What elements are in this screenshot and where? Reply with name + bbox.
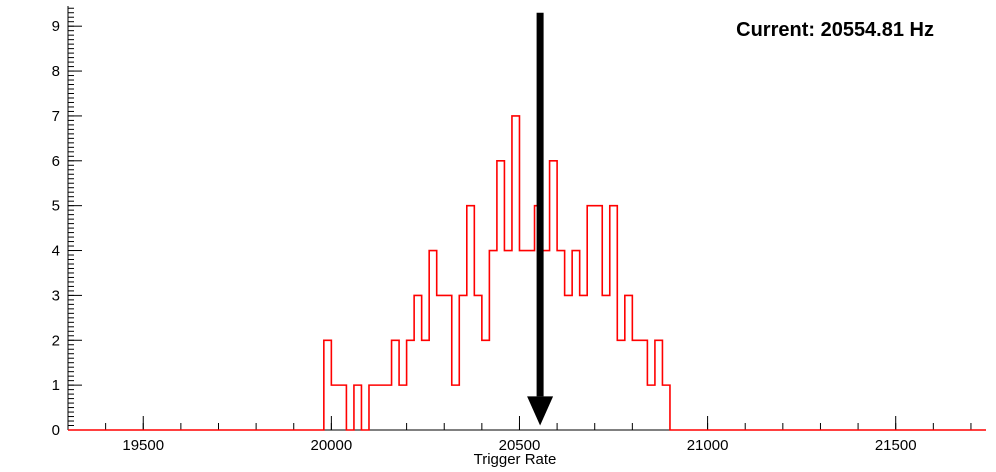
y-tick-label: 3: [52, 287, 60, 304]
current-value-arrow: [527, 12, 554, 426]
y-tick-label: 9: [52, 18, 60, 35]
arrow-head: [527, 396, 554, 426]
x-axis-title: Trigger Rate: [474, 451, 557, 468]
axis-ticks: [67, 7, 972, 431]
x-tick-label: 21500: [875, 437, 917, 454]
y-tick-label: 6: [52, 153, 60, 170]
histogram-series: [68, 115, 986, 431]
axis-lines: [67, 6, 986, 431]
y-tick-label: 7: [52, 108, 60, 125]
y-tick-label: 0: [52, 422, 60, 439]
y-tick-label: 2: [52, 332, 60, 349]
y-tick-label: 1: [52, 377, 60, 394]
x-tick-label: 19500: [122, 437, 164, 454]
x-tick-label: 20500: [499, 437, 541, 454]
y-tick-label: 4: [52, 243, 60, 260]
tick-labels: 0 1 2 3 4 5 6 7 8 9 19500 20000 20500 21000 21500: [52, 18, 917, 454]
x-tick-label: 20000: [311, 437, 353, 454]
y-tick-label: 5: [52, 198, 60, 215]
x-tick-label: 21000: [687, 437, 729, 454]
current-rate-label: Current: 20554.81 Hz: [736, 19, 934, 41]
histogram-outline: [68, 115, 986, 431]
y-tick-label: 8: [52, 63, 60, 80]
